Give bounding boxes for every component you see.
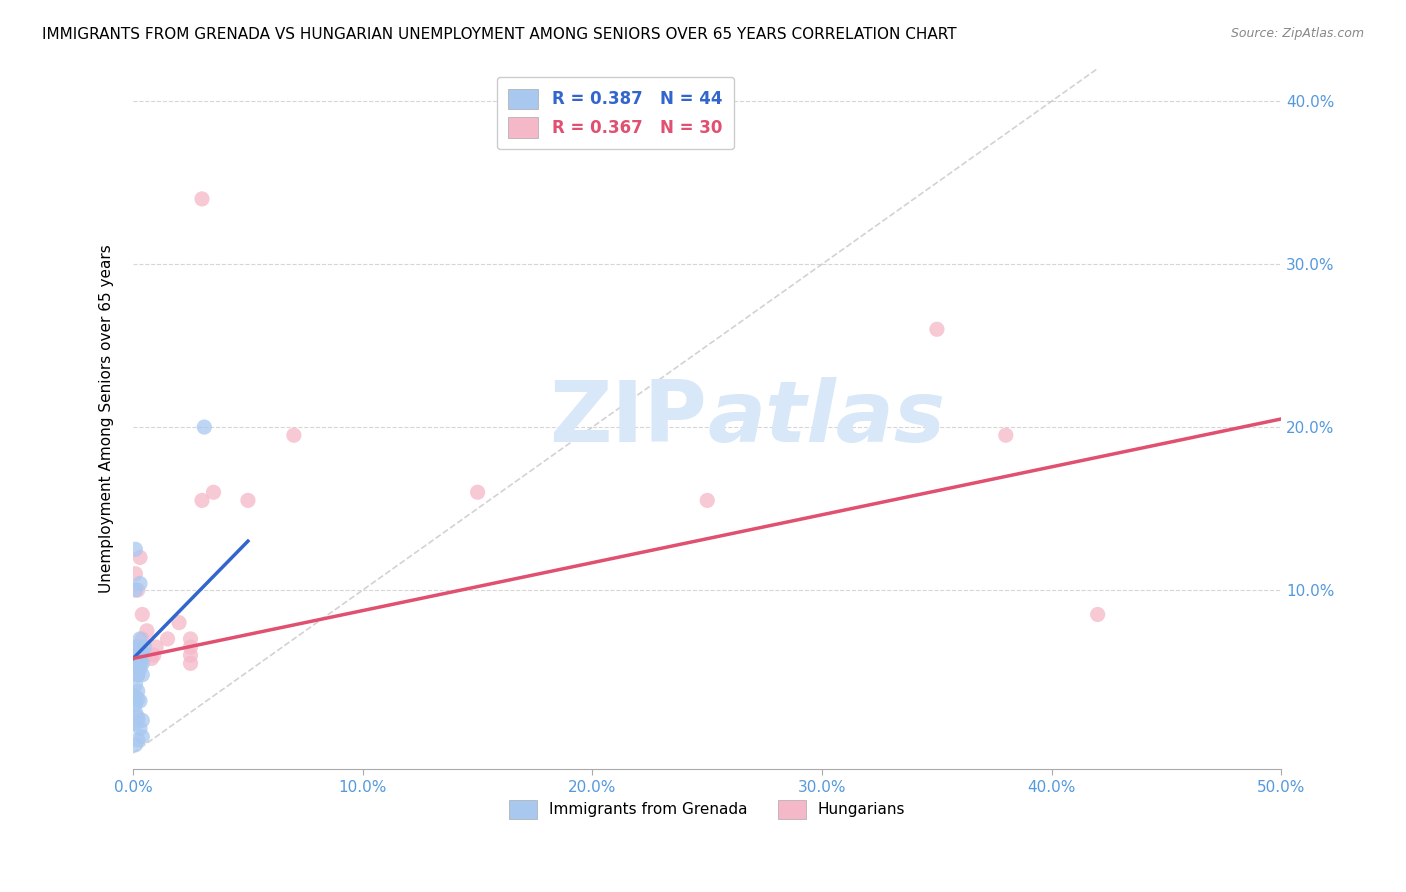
Point — [131, 657, 153, 671]
Point — [127, 661, 149, 675]
Point — [124, 640, 146, 654]
Point — [193, 420, 215, 434]
Point — [236, 493, 259, 508]
Point — [131, 632, 153, 646]
Point — [124, 566, 146, 581]
Point — [135, 624, 157, 638]
Point — [202, 485, 225, 500]
Point — [124, 697, 146, 711]
Point — [127, 657, 149, 671]
Point — [131, 714, 153, 728]
Point — [127, 684, 149, 698]
Point — [131, 645, 153, 659]
Point — [127, 657, 149, 671]
Point — [129, 651, 152, 665]
Text: IMMIGRANTS FROM GRENADA VS HUNGARIAN UNEMPLOYMENT AMONG SENIORS OVER 65 YEARS CO: IMMIGRANTS FROM GRENADA VS HUNGARIAN UNE… — [42, 27, 957, 42]
Point — [127, 640, 149, 654]
Point — [180, 657, 202, 671]
Point — [191, 192, 214, 206]
Point — [129, 657, 152, 671]
Point — [127, 733, 149, 747]
Point — [129, 550, 152, 565]
Point — [127, 651, 149, 665]
Point — [127, 667, 149, 681]
Point — [127, 582, 149, 597]
Point — [124, 648, 146, 663]
Text: ZIP: ZIP — [550, 377, 707, 460]
Point — [129, 576, 152, 591]
Point — [124, 657, 146, 671]
Point — [145, 640, 167, 654]
Point — [124, 706, 146, 720]
Legend: Immigrants from Grenada, Hungarians: Immigrants from Grenada, Hungarians — [503, 794, 911, 825]
Point — [167, 615, 190, 630]
Point — [129, 657, 152, 671]
Point — [129, 640, 152, 654]
Point — [124, 648, 146, 663]
Point — [131, 607, 153, 622]
Point — [1087, 607, 1109, 622]
Point — [156, 632, 179, 646]
Point — [124, 738, 146, 752]
Point — [129, 648, 152, 663]
Point — [124, 716, 146, 731]
Point — [925, 322, 948, 336]
Point — [124, 653, 146, 667]
Point — [283, 428, 305, 442]
Point — [129, 722, 152, 736]
Point — [131, 667, 153, 681]
Point — [180, 648, 202, 663]
Point — [124, 582, 146, 597]
Point — [191, 493, 214, 508]
Point — [180, 640, 202, 654]
Point — [129, 661, 152, 675]
Point — [180, 632, 202, 646]
Text: Source: ZipAtlas.com: Source: ZipAtlas.com — [1230, 27, 1364, 40]
Point — [127, 692, 149, 706]
Point — [124, 648, 146, 663]
Point — [142, 648, 165, 663]
Point — [127, 659, 149, 673]
Point — [124, 651, 146, 665]
Point — [467, 485, 489, 500]
Point — [696, 493, 718, 508]
Point — [124, 542, 146, 557]
Point — [124, 677, 146, 691]
Y-axis label: Unemployment Among Seniors over 65 years: Unemployment Among Seniors over 65 years — [100, 244, 114, 593]
Point — [127, 667, 149, 681]
Point — [131, 730, 153, 744]
Point — [129, 694, 152, 708]
Point — [124, 651, 146, 665]
Text: atlas: atlas — [707, 377, 945, 460]
Point — [141, 651, 163, 665]
Point — [124, 640, 146, 654]
Point — [134, 648, 156, 663]
Point — [127, 714, 149, 728]
Point — [994, 428, 1017, 442]
Point — [124, 689, 146, 703]
Point — [134, 640, 156, 654]
Point — [127, 657, 149, 671]
Point — [129, 632, 152, 646]
Point — [127, 710, 149, 724]
